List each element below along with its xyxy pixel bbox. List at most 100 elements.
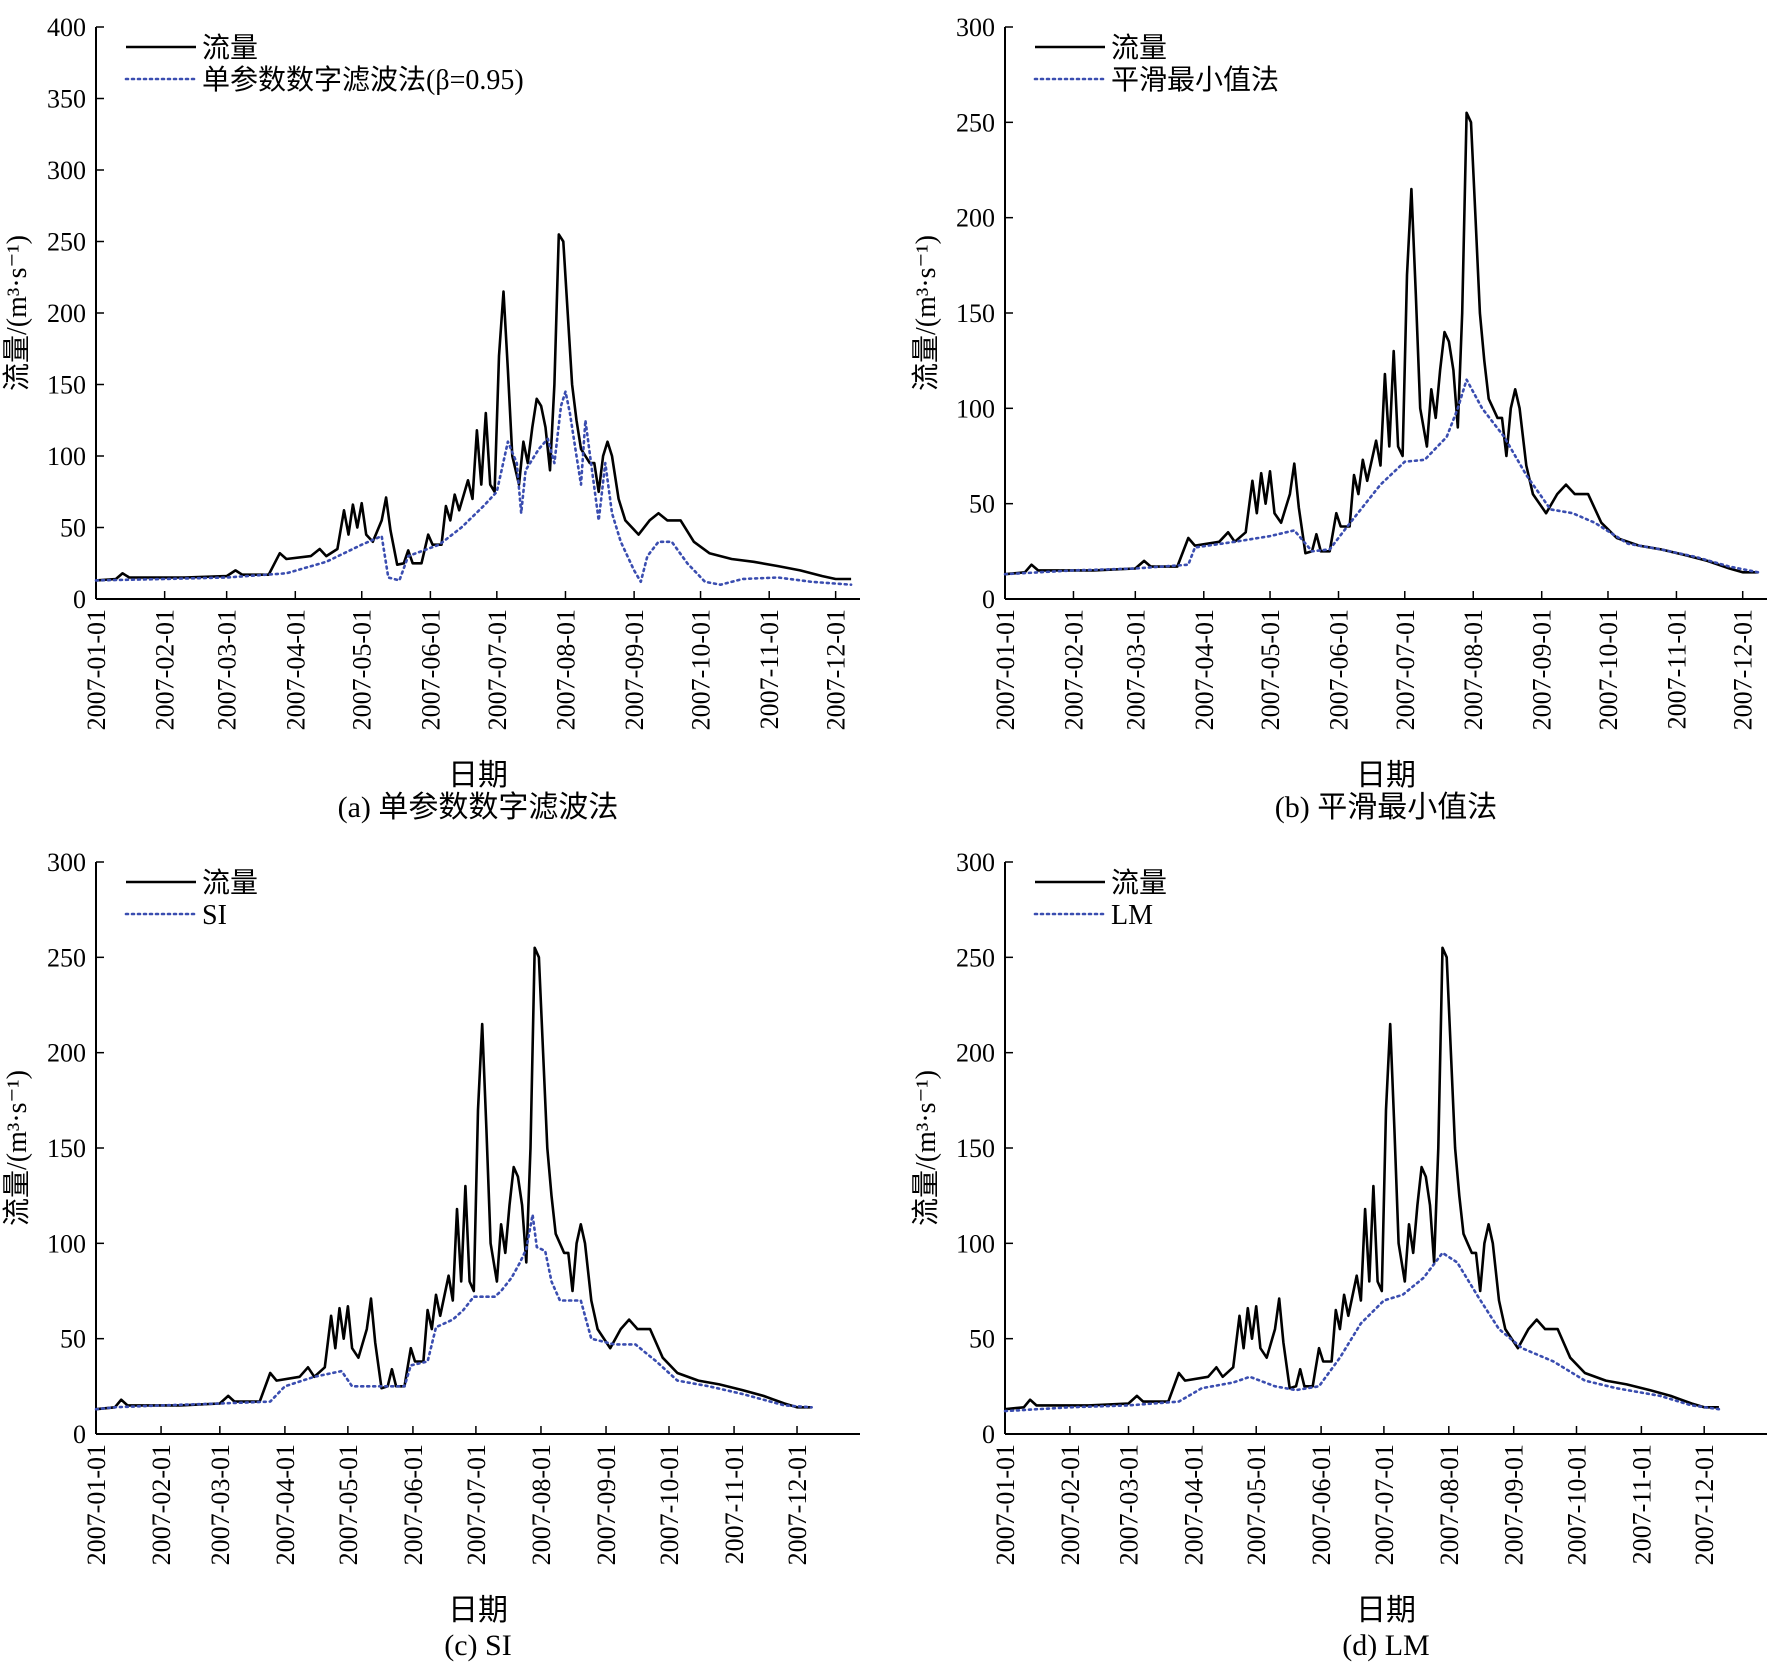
x-tick-label: 2007-02-01 <box>1059 609 1088 730</box>
x-axis-label: 日期 <box>448 1594 508 1627</box>
legend-label: 流量 <box>202 32 258 64</box>
x-tick-label: 2007-07-01 <box>1391 609 1420 730</box>
y-tick-label: 250 <box>47 228 86 257</box>
y-axis-label: 流量/(m³·s⁻¹) <box>910 1070 942 1226</box>
x-tick-label: 2007-02-01 <box>151 609 180 730</box>
x-tick-label: 2007-04-01 <box>281 609 310 730</box>
panel-caption: (d) LM <box>1342 1629 1429 1662</box>
y-tick-label: 150 <box>47 1134 86 1163</box>
y-tick-label: 0 <box>982 1420 995 1449</box>
y-tick-label: 250 <box>47 943 86 972</box>
legend-label: 平滑最小值法 <box>1111 64 1279 96</box>
y-tick-label: 0 <box>73 585 86 614</box>
y-tick-label: 250 <box>956 108 995 137</box>
x-tick-label: 2007-07-01 <box>1370 1444 1399 1565</box>
legend-label: 流量 <box>202 867 258 899</box>
legend-label: 流量 <box>1111 867 1167 899</box>
legend-label: 流量 <box>1111 32 1167 64</box>
x-tick-label: 2007-11-01 <box>720 1444 749 1564</box>
x-tick-label: 2007-02-01 <box>147 1444 176 1565</box>
y-tick-label: 100 <box>956 1229 995 1258</box>
x-tick-label: 2007-10-01 <box>655 1444 684 1565</box>
x-tick-label: 2007-10-01 <box>687 609 716 730</box>
x-tick-label: 2007-03-01 <box>213 609 242 730</box>
panel-a: 0 50 100 150 200 250 300 350 400 2007-01-01 2007-0… <box>1 13 860 824</box>
legend-label: SI <box>202 900 227 931</box>
x-tick-label: 2007-08-01 <box>1435 1444 1464 1565</box>
y-tick-label: 50 <box>969 490 995 519</box>
x-tick-label: 2007-01-01 <box>82 1444 111 1565</box>
x-axis-label: 日期 <box>448 759 508 792</box>
x-tick-label: 2007-09-01 <box>1528 609 1557 730</box>
x-tick-label: 2007-04-01 <box>1190 609 1219 730</box>
y-axis-label: 流量/(m³·s⁻¹) <box>910 235 942 391</box>
x-tick-label: 2007-04-01 <box>271 1444 300 1565</box>
x-tick-label: 2007-05-01 <box>1242 1444 1271 1565</box>
x-tick-label: 2007-01-01 <box>991 1444 1020 1565</box>
y-tick-label: 100 <box>47 442 86 471</box>
y-tick-label: 200 <box>47 299 86 328</box>
panel-b: 0 50 100 150 200 250 300 2007-01-01 2007-02-01 20… <box>910 13 1767 824</box>
panel-caption: (b) 平滑最小值法 <box>1275 791 1497 824</box>
x-axis-label: 日期 <box>1356 1594 1416 1627</box>
y-tick-label: 0 <box>982 585 995 614</box>
x-tick-label: 2007-08-01 <box>527 1444 556 1565</box>
x-tick-label: 2007-07-01 <box>462 1444 491 1565</box>
y-tick-label: 150 <box>956 299 995 328</box>
series-line-baseflow <box>1003 378 1760 576</box>
series-line-flow <box>95 233 852 582</box>
x-tick-label: 2007-03-01 <box>1115 1444 1144 1565</box>
y-axis-label: 流量/(m³·s⁻¹) <box>1 235 33 391</box>
x-tick-label: 2007-07-01 <box>483 609 512 730</box>
panel-d: 0 50 100 150 200 250 300 2007-01-01 2007-02-01 20… <box>910 848 1767 1662</box>
x-tick-label: 2007-08-01 <box>551 609 580 730</box>
y-tick-label: 250 <box>956 943 995 972</box>
series-line-flow <box>95 946 812 1411</box>
x-tick-label: 2007-12-01 <box>822 609 851 730</box>
x-tick-label: 2007-06-01 <box>399 1444 428 1565</box>
x-tick-label: 2007-05-01 <box>1256 609 1285 730</box>
x-tick-label: 2007-09-01 <box>1500 1444 1529 1565</box>
y-tick-label: 350 <box>47 85 86 114</box>
series-line-baseflow <box>94 390 853 587</box>
y-tick-label: 400 <box>47 13 86 42</box>
x-tick-label: 2007-11-01 <box>1627 1444 1656 1564</box>
x-tick-label: 2007-02-01 <box>1056 1444 1085 1565</box>
y-tick-label: 300 <box>47 848 86 877</box>
x-tick-label: 2007-01-01 <box>82 609 111 730</box>
series-line-baseflow <box>94 1213 814 1411</box>
x-tick-label: 2007-11-01 <box>755 609 784 729</box>
x-tick-label: 2007-06-01 <box>1307 1444 1336 1565</box>
x-tick-label: 2007-06-01 <box>416 609 445 730</box>
x-tick-label: 2007-12-01 <box>1729 609 1758 730</box>
x-tick-label: 2007-01-01 <box>991 609 1020 730</box>
series-line-flow <box>1004 111 1759 576</box>
y-tick-label: 200 <box>956 204 995 233</box>
panel-caption: (c) SI <box>444 1629 511 1662</box>
x-tick-label: 2007-03-01 <box>206 1444 235 1565</box>
x-tick-label: 2007-09-01 <box>592 1444 621 1565</box>
x-tick-label: 2007-10-01 <box>1563 1444 1592 1565</box>
legend-label: LM <box>1111 900 1153 931</box>
legend-label: 单参数数字滤波法(β=0.95) <box>202 64 524 96</box>
y-tick-label: 150 <box>47 371 86 400</box>
x-tick-label: 2007-09-01 <box>620 609 649 730</box>
y-axis-label: 流量/(m³·s⁻¹) <box>1 1070 33 1226</box>
x-tick-label: 2007-03-01 <box>1121 609 1150 730</box>
series-line-baseflow <box>1003 1251 1721 1413</box>
x-tick-label: 2007-10-01 <box>1594 609 1623 730</box>
panel-c: 0 50 100 150 200 250 300 2007-01-01 2007-02-01 20… <box>1 848 860 1662</box>
y-tick-label: 200 <box>956 1039 995 1068</box>
x-axis-label: 日期 <box>1356 759 1416 792</box>
y-tick-label: 300 <box>956 848 995 877</box>
x-tick-label: 2007-11-01 <box>1662 609 1691 729</box>
panel-caption: (a) 单参数数字滤波法 <box>338 791 619 824</box>
y-tick-label: 300 <box>956 13 995 42</box>
x-tick-label: 2007-12-01 <box>1690 1444 1719 1565</box>
y-tick-label: 50 <box>60 514 86 543</box>
